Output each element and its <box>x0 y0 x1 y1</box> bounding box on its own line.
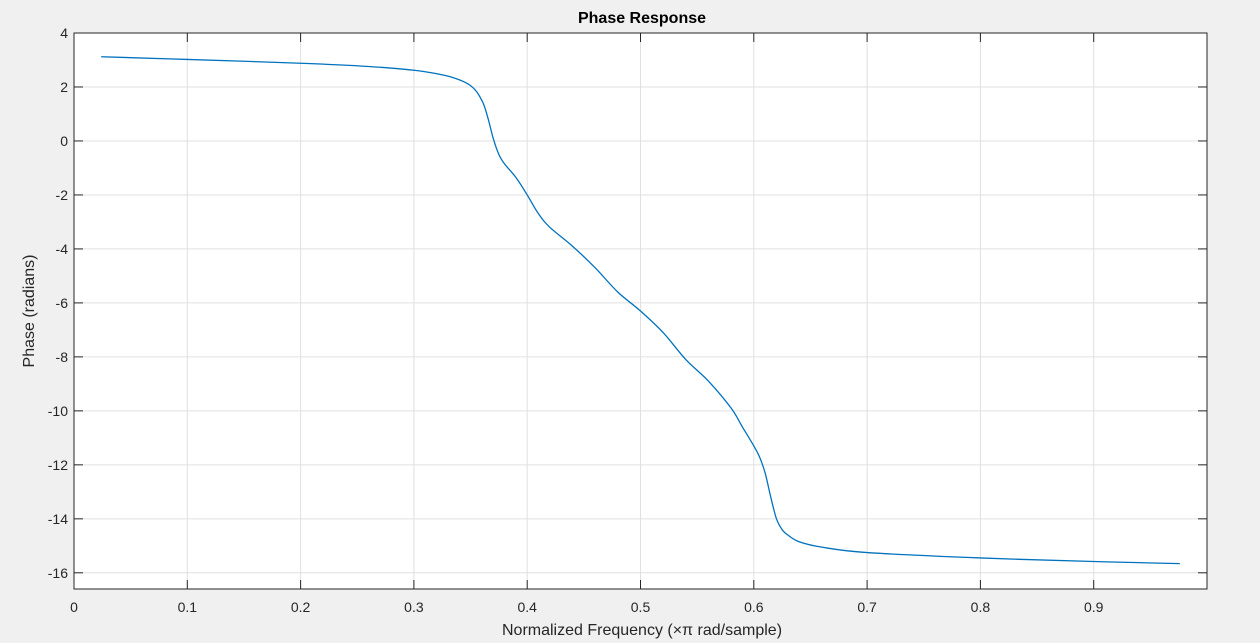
x-tick-label: 0.5 <box>631 599 651 615</box>
x-tick-label: 0.8 <box>971 599 991 615</box>
x-tick-label: 0.1 <box>178 599 198 615</box>
y-tick-label: -10 <box>48 403 68 419</box>
x-tick-label: 0 <box>70 599 78 615</box>
y-tick-label: -14 <box>48 511 68 527</box>
x-axis-label: Normalized Frequency (×π rad/sample) <box>502 622 782 639</box>
y-tick-label: -4 <box>56 241 69 257</box>
axes-box <box>73 32 1208 590</box>
phase-series-line <box>101 56 1180 565</box>
x-tick-label: 0.7 <box>857 599 877 615</box>
y-tick-label: -12 <box>48 457 68 473</box>
y-axis-label: Phase (radians) <box>21 255 38 368</box>
series-group <box>101 56 1180 565</box>
y-tick-label: 4 <box>60 25 68 41</box>
x-tick-label: 0.4 <box>517 599 537 615</box>
tick-labels: 0 0.1 0.2 0.3 0.4 0.5 0.6 0.7 0.8 0.9 4 2 0 -2 -4 -6 -8 -… <box>48 25 1104 615</box>
grid <box>74 33 1207 589</box>
y-tick-label: -2 <box>56 187 69 203</box>
x-tick-label: 0.3 <box>404 599 424 615</box>
chart-title: Phase Response <box>578 10 706 27</box>
y-tick-label: -16 <box>48 565 68 581</box>
x-tick-label: 0.6 <box>744 599 764 615</box>
y-tick-label: -6 <box>56 295 69 311</box>
x-tick-label: 0.9 <box>1084 599 1104 615</box>
y-tick-label: 0 <box>60 133 68 149</box>
x-tick-label: 0.2 <box>291 599 311 615</box>
y-tick-label: -8 <box>56 349 69 365</box>
y-tick-label: 2 <box>60 79 68 95</box>
